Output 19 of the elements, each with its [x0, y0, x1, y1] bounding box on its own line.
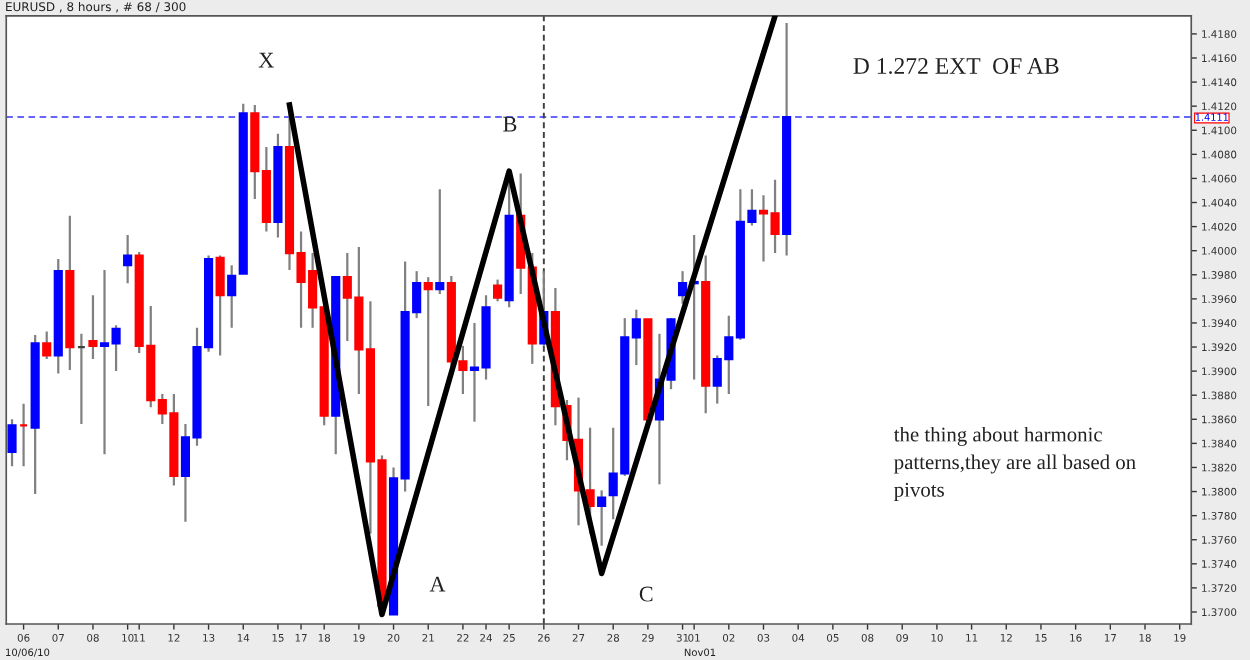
- candlestick: [7, 418, 17, 468]
- candlestick: [458, 344, 468, 396]
- annotation: the thing about harmonic patterns,they are all based on pivots: [893, 426, 1136, 502]
- candlestick: [423, 276, 433, 408]
- line-series: [286, 15, 778, 618]
- candlestick: [493, 278, 503, 303]
- annotation: D 1.272 EXT OF AB: [853, 58, 1059, 74]
- annotation: X: [258, 52, 274, 68]
- annotation: C: [639, 586, 653, 602]
- candlestick: [88, 294, 98, 361]
- candlestick: [123, 233, 133, 285]
- candlestick: [435, 188, 445, 296]
- candlestick: [215, 254, 225, 357]
- annotation: B: [503, 116, 517, 132]
- annotation: A: [429, 576, 446, 592]
- candlestick: [677, 270, 688, 305]
- candlestick: [597, 489, 607, 547]
- candlestick: [227, 264, 237, 329]
- candlestick: [42, 330, 52, 361]
